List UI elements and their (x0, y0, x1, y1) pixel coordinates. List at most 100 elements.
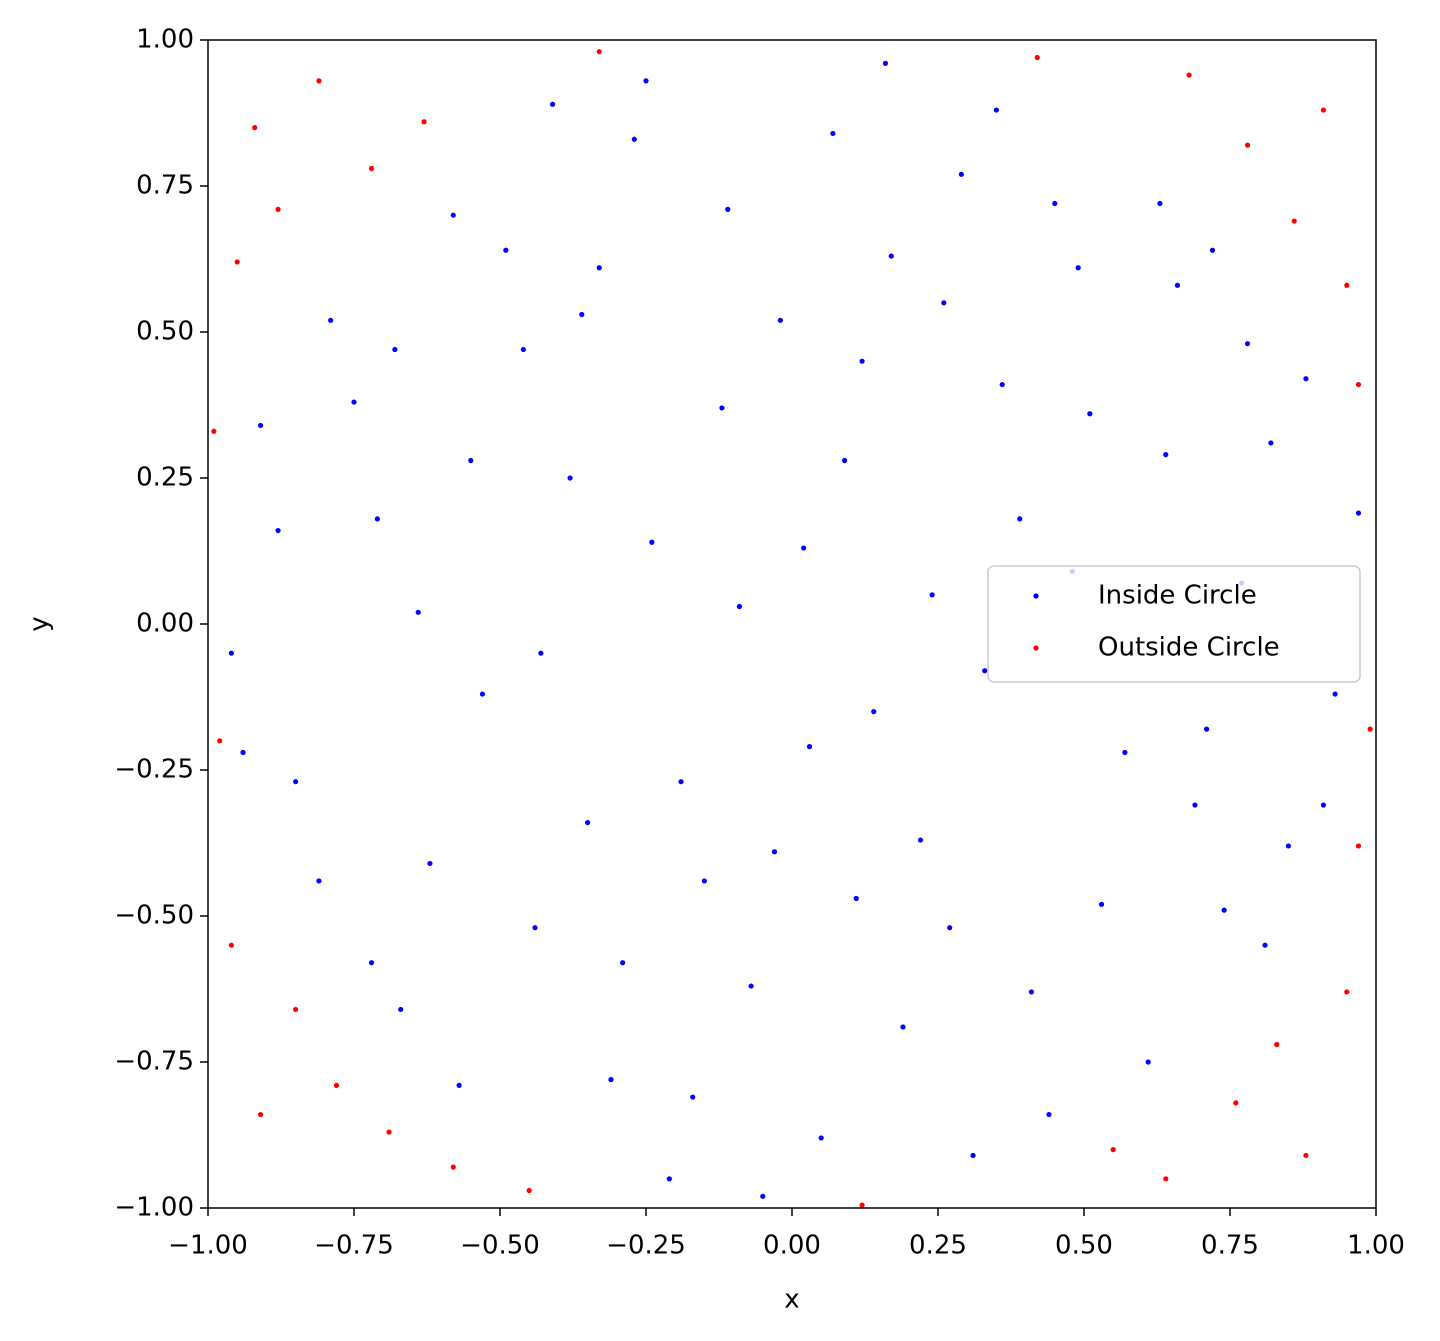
y-tick-label: 0.50 (136, 317, 194, 347)
point (1052, 200, 1058, 207)
point (701, 878, 708, 884)
point (374, 516, 380, 522)
point (1355, 510, 1362, 516)
point (958, 171, 964, 177)
legend-label: Outside Circle (1098, 633, 1280, 663)
legend-box (987, 565, 1361, 683)
point (830, 130, 836, 137)
point (900, 1024, 906, 1030)
point (725, 206, 731, 212)
point (1046, 1111, 1052, 1118)
point (1087, 411, 1093, 417)
point (415, 609, 421, 615)
point (456, 1082, 462, 1088)
point (427, 860, 433, 867)
point (596, 265, 602, 271)
legend-marker (1033, 645, 1039, 651)
point (1233, 1100, 1239, 1106)
point (941, 300, 947, 306)
point (526, 1187, 532, 1194)
point (818, 1135, 824, 1141)
point (1262, 942, 1268, 948)
y-tick-label: 0.75 (136, 171, 194, 201)
point (859, 1202, 865, 1208)
point (1303, 376, 1309, 382)
x-tick-label: −0.75 (314, 1231, 394, 1261)
point (1110, 1147, 1116, 1153)
point (1355, 381, 1362, 388)
x-tick-label: −0.50 (460, 1231, 540, 1261)
point (982, 668, 988, 674)
point (1017, 516, 1023, 522)
x-tick-label: −0.25 (606, 1231, 686, 1261)
point (801, 545, 807, 551)
point (841, 457, 848, 464)
point (1303, 1152, 1309, 1159)
y-tick-label: −1.00 (114, 1193, 194, 1223)
point (970, 1152, 976, 1159)
point (316, 78, 322, 84)
point (620, 960, 626, 966)
point (351, 399, 357, 405)
y-tick-label: 0.25 (136, 463, 194, 493)
point (917, 837, 924, 843)
point (398, 1006, 404, 1013)
point (585, 819, 591, 826)
point (999, 381, 1005, 388)
point (678, 779, 684, 785)
point (1204, 726, 1210, 732)
legend-label: Inside Circle (1098, 581, 1257, 611)
point (1075, 265, 1081, 271)
point (993, 107, 1000, 113)
x-tick-label: 0.25 (909, 1231, 967, 1261)
point (777, 317, 783, 323)
point (386, 1129, 392, 1135)
point (1163, 1176, 1169, 1182)
x-axis-label: x (784, 1285, 799, 1315)
point (275, 527, 281, 534)
point (1028, 989, 1035, 995)
point (631, 136, 637, 142)
x-tick-label: 0.75 (1201, 1231, 1259, 1261)
point (690, 1094, 696, 1100)
point (1332, 691, 1338, 697)
point (1163, 452, 1169, 458)
y-tick-label: 0.00 (136, 609, 194, 639)
y-tick-label: −0.75 (114, 1047, 194, 1077)
point (1244, 341, 1251, 347)
point (608, 1076, 614, 1083)
point (392, 346, 398, 353)
point (538, 650, 544, 656)
point (293, 779, 299, 785)
point (567, 475, 573, 481)
x-tick-label: −1.00 (168, 1231, 248, 1261)
point (479, 691, 486, 697)
point (760, 1193, 766, 1199)
point (882, 60, 889, 66)
point (328, 317, 334, 323)
point (1034, 54, 1040, 61)
point (853, 895, 859, 902)
point (503, 247, 509, 253)
point (450, 1164, 456, 1170)
point (211, 428, 217, 434)
point (1274, 1041, 1280, 1048)
y-tick-label: 1.00 (136, 25, 194, 55)
point (643, 78, 649, 84)
point (1186, 72, 1192, 78)
point (1122, 749, 1128, 756)
point (1221, 907, 1227, 913)
point (240, 749, 246, 756)
point (929, 592, 935, 598)
point (666, 1176, 672, 1182)
point (1244, 142, 1251, 148)
point (316, 878, 322, 884)
point (234, 259, 240, 265)
point (771, 849, 778, 855)
y-axis-label: y (25, 616, 55, 631)
point (1285, 843, 1291, 849)
point (871, 709, 877, 715)
point (888, 253, 894, 259)
x-tick-label: 0.50 (1055, 1231, 1113, 1261)
